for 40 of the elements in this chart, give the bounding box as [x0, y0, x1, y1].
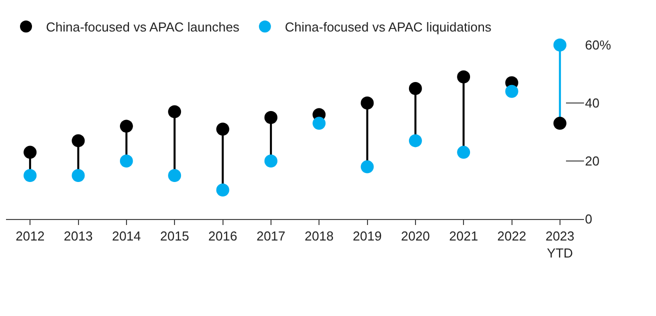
point [24, 169, 37, 182]
x-tick-label: 2021 [449, 228, 478, 244]
point [553, 116, 566, 130]
point [264, 111, 278, 124]
point [72, 169, 85, 182]
legend-label: China-focused vs APAC liquidations [284, 20, 492, 35]
y-tick-label: 40 [585, 96, 600, 111]
x-tick-label: 2022 [497, 228, 526, 244]
point [553, 38, 566, 52]
x-tick-label: 2017 [256, 228, 286, 244]
point [120, 154, 133, 168]
x-tick-label: 2023 YTD [545, 228, 574, 260]
x-tick-label: 2018 [304, 228, 334, 244]
x-tick-label: 2012 [16, 228, 45, 244]
x-tick-label: 2015 [160, 228, 190, 244]
x-tick-label: 2014 [112, 228, 141, 244]
point [24, 146, 37, 159]
y-tick-label: 60% [585, 38, 612, 53]
point [168, 169, 182, 182]
point [505, 84, 518, 98]
point [408, 134, 422, 148]
point [72, 134, 85, 148]
point [457, 146, 470, 159]
point [264, 154, 278, 168]
x-tick-label: 2013 [64, 228, 93, 244]
legend-label: China-focused vs APAC launches [46, 20, 240, 35]
point [216, 122, 230, 136]
x-tick-label: 2016 [208, 228, 238, 244]
point [360, 160, 374, 174]
point [120, 120, 133, 133]
y-tick-label: 0 [585, 212, 592, 227]
point [408, 82, 422, 95]
point [216, 184, 230, 196]
y-tick-label: 20 [585, 154, 600, 169]
x-tick-label: 2020 [400, 228, 430, 244]
point [360, 96, 374, 110]
point [457, 70, 470, 84]
point [312, 116, 326, 130]
point [168, 105, 182, 118]
x-tick-label: 2019 [352, 228, 382, 244]
